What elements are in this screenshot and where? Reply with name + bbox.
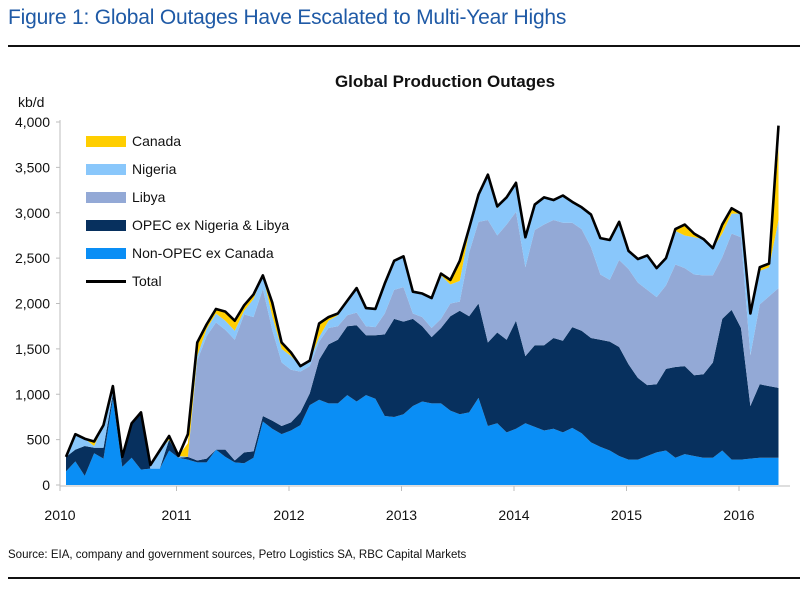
total-line (64, 125, 780, 467)
legend-label: Canada (132, 133, 182, 149)
y-tick-label: 1,000 (15, 386, 50, 402)
y-tick-label: 2,500 (15, 250, 50, 266)
area-layers (66, 147, 779, 485)
legend-item-total: Total (86, 267, 289, 295)
legend-label: Non-OPEC ex Canada (132, 245, 274, 261)
chart-title: Global Production Outages (334, 72, 556, 91)
total-line-group (64, 125, 780, 467)
x-tick-label: 2015 (611, 507, 642, 523)
legend-label: OPEC ex Nigeria & Libya (132, 217, 290, 233)
legend-swatch-nigeria (86, 163, 126, 175)
x-tick-label: 2016 (723, 507, 754, 523)
legend-item-opec: OPEC ex Nigeria & Libya (86, 211, 289, 239)
x-tick-label: 2014 (498, 507, 529, 523)
x-tick-label: 2012 (273, 507, 304, 523)
y-tick-label: 1,500 (15, 341, 50, 357)
x-tick-label: 2013 (386, 507, 417, 523)
y-axis-unit: kb/d (18, 94, 45, 110)
bottom-rule (8, 577, 800, 579)
axes: 0 500 1,000 1,500 2,000 2,500 3,000 3,500 4,000 2… (15, 114, 790, 523)
y-tick-label: 3,000 (15, 205, 50, 221)
legend-swatch-non-opec (86, 247, 126, 259)
legend-item-canada: Canada (86, 127, 289, 155)
legend-label: Nigeria (132, 161, 177, 177)
y-tick-label: 0 (42, 477, 50, 493)
y-tick-label: 4,000 (15, 114, 50, 130)
source-note: Source: EIA, company and government sour… (8, 549, 467, 561)
area-nigeria (66, 174, 779, 469)
legend-swatch-opec (86, 219, 126, 231)
legend-swatch-total (86, 279, 126, 283)
legend-label: Libya (132, 189, 166, 205)
legend: Canada Nigeria Libya OPEC ex Nigeria & L… (86, 127, 289, 295)
legend-label: Total (132, 273, 162, 289)
y-tick-label: 3,500 (15, 159, 50, 175)
area-opec-ex-nigeria-libya (66, 303, 779, 476)
legend-item-nigeria: Nigeria (86, 155, 289, 183)
y-tick-label: 500 (27, 432, 51, 448)
area-non-opec-ex-canada (66, 395, 779, 485)
area-libya (66, 211, 779, 469)
x-tick-label: 2010 (44, 507, 75, 523)
x-tick-label: 2011 (161, 507, 191, 523)
y-tick-label: 2,000 (15, 296, 50, 312)
legend-swatch-libya (86, 191, 126, 203)
figure-title: Figure 1: Global Outages Have Escalated … (8, 6, 567, 29)
legend-item-libya: Libya (86, 183, 289, 211)
top-rule (8, 45, 800, 47)
legend-swatch-canada (86, 135, 126, 147)
legend-item-non-opec: Non-OPEC ex Canada (86, 239, 289, 267)
